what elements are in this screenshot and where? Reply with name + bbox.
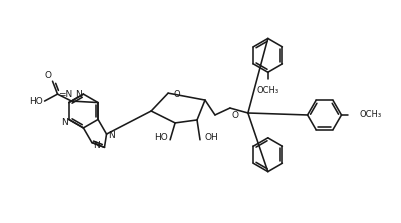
Text: OCH₃: OCH₃ bbox=[358, 110, 381, 120]
Text: N: N bbox=[75, 90, 81, 99]
Text: N: N bbox=[61, 118, 68, 128]
Text: O: O bbox=[45, 71, 51, 80]
Text: =N: =N bbox=[58, 90, 72, 99]
Text: N: N bbox=[93, 140, 99, 150]
Text: OH: OH bbox=[205, 133, 218, 142]
Text: HO: HO bbox=[154, 133, 168, 142]
Text: OCH₃: OCH₃ bbox=[256, 86, 278, 95]
Text: O: O bbox=[173, 90, 179, 99]
Text: HO: HO bbox=[29, 97, 43, 105]
Text: N: N bbox=[108, 131, 115, 140]
Text: O: O bbox=[231, 111, 238, 120]
